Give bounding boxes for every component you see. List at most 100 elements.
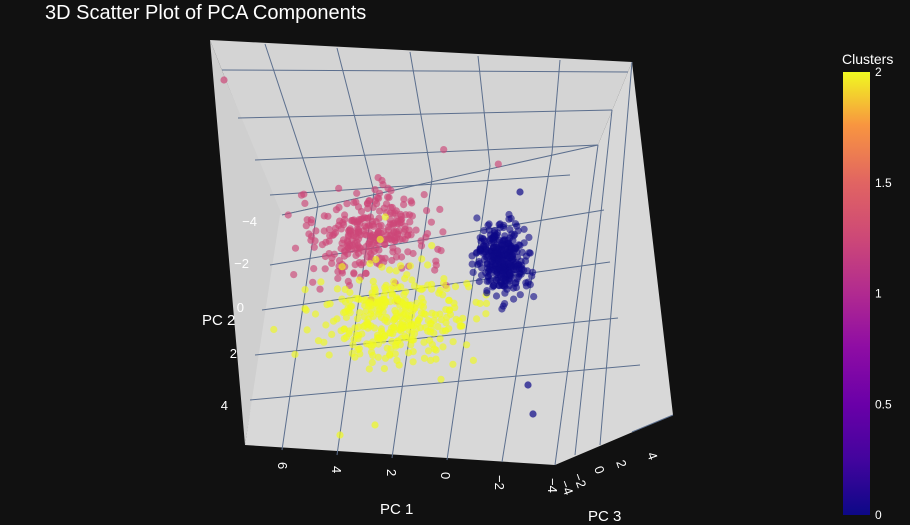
data-point: [451, 283, 460, 291]
data-point: [353, 189, 361, 197]
grid-line: [551, 59, 561, 154]
data-point: [366, 260, 374, 268]
data-point: [440, 146, 448, 154]
data-point: [436, 335, 444, 343]
data-point: [350, 232, 358, 240]
data-point: [401, 303, 409, 311]
data-point: [344, 277, 352, 285]
tick-label-pc3: 4: [644, 450, 661, 462]
data-point: [380, 302, 388, 310]
data-point: [396, 320, 404, 328]
data-point: [335, 221, 343, 229]
data-point: [512, 278, 520, 286]
data-point: [322, 238, 330, 246]
data-point: [345, 296, 354, 304]
data-point: [320, 227, 328, 235]
data-point: [434, 323, 442, 331]
data-point: [314, 337, 323, 345]
tick-label-pc2: −2: [234, 256, 249, 271]
grid-line: [477, 55, 491, 167]
data-point: [301, 305, 309, 313]
data-point: [338, 263, 346, 271]
axis-label-pc1: PC 1: [380, 501, 413, 518]
data-point: [381, 284, 389, 292]
data-point: [417, 309, 425, 317]
tick-label-pc2: −4: [242, 214, 257, 229]
data-point: [530, 293, 538, 301]
data-point: [515, 272, 523, 281]
data-point: [422, 233, 430, 241]
data-point: [307, 216, 315, 224]
data-point: [387, 285, 395, 293]
tick-label-pc2: 2: [230, 346, 237, 361]
data-point: [525, 233, 533, 241]
data-point: [509, 284, 518, 292]
data-point: [291, 350, 299, 358]
data-point: [469, 268, 477, 276]
data-point: [303, 326, 311, 334]
data-point: [505, 260, 513, 268]
data-point: [418, 294, 426, 302]
data-point: [484, 247, 492, 255]
data-point: [374, 174, 382, 182]
grid-line: [554, 144, 599, 466]
data-point: [508, 252, 517, 260]
data-point: [432, 355, 440, 363]
data-point: [364, 324, 372, 332]
data-point: [381, 235, 389, 243]
data-point: [424, 327, 432, 335]
data-point: [455, 317, 463, 325]
data-point: [449, 360, 457, 368]
data-point: [508, 230, 516, 238]
data-point: [301, 286, 309, 294]
scene-panes: [210, 40, 673, 465]
data-point: [323, 301, 331, 309]
data-point: [499, 257, 507, 265]
data-point: [424, 347, 433, 355]
data-point: [525, 249, 533, 257]
data-point: [439, 228, 447, 236]
data-point: [343, 200, 351, 208]
data-point: [408, 336, 416, 344]
grid-line: [409, 51, 433, 180]
data-point: [336, 431, 344, 439]
data-point: [520, 225, 528, 233]
data-point: [220, 76, 228, 84]
data-point: [443, 285, 451, 293]
tick-label-pc1: −2: [492, 475, 507, 490]
data-point: [363, 318, 371, 326]
data-point: [404, 349, 413, 357]
data-point: [412, 226, 420, 234]
data-point: [366, 229, 374, 237]
data-point: [475, 277, 483, 286]
data-point: [290, 271, 298, 279]
data-point: [490, 282, 498, 290]
data-point: [492, 270, 500, 279]
data-point: [379, 181, 387, 189]
data-point: [391, 307, 399, 315]
data-point: [321, 265, 329, 273]
data-point: [365, 365, 373, 373]
data-point: [388, 256, 396, 265]
data-point: [329, 231, 337, 239]
data-point: [355, 249, 363, 257]
data-point: [507, 214, 515, 223]
data-point: [390, 278, 398, 286]
data-point: [367, 236, 375, 245]
data-point: [371, 186, 379, 194]
left-wall-pane: [210, 40, 282, 445]
data-point: [345, 241, 353, 249]
data-point: [406, 218, 414, 226]
data-point: [324, 212, 332, 220]
data-point: [338, 269, 346, 277]
data-point: [463, 279, 471, 287]
colorbar-tick-label: 0.5: [875, 397, 892, 411]
data-point: [325, 351, 333, 359]
data-point: [344, 250, 352, 258]
grid-line: [269, 174, 571, 196]
data-point: [375, 214, 383, 222]
data-point: [398, 235, 407, 243]
data-point: [334, 274, 342, 282]
data-point: [391, 350, 399, 358]
